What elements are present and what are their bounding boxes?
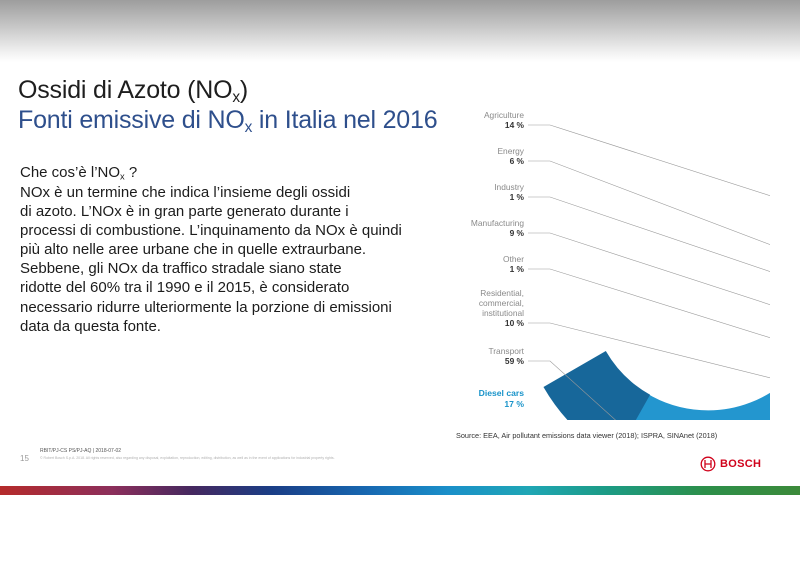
slide-subtitle: Fonti emissive di NOx in Italia nel 2016 — [18, 106, 438, 136]
label-name: institutional — [482, 308, 524, 318]
label-name: Transport — [488, 346, 524, 356]
label-name: Residential, — [480, 288, 524, 298]
leader-line — [528, 360, 616, 420]
source-note: Source: EEA, Air pollutant emissions dat… — [456, 431, 718, 440]
leader-line — [528, 232, 770, 305]
body-paragraph: NOx è un termine che indica l’insieme de… — [20, 184, 402, 335]
scan-top-shadow — [0, 0, 800, 62]
label-value: 14 % — [505, 120, 525, 130]
label-name: Energy — [497, 146, 524, 156]
label-value: 1 % — [510, 192, 525, 202]
legal-notice: © Robert Bosch S.p.A. 2018. All rights r… — [40, 456, 335, 460]
bosch-armature-icon — [700, 456, 716, 472]
leader-line — [528, 160, 770, 245]
leader-line — [528, 322, 770, 379]
leader-line — [528, 124, 770, 196]
label-name: Agriculture — [484, 110, 524, 120]
page-number: 15 — [20, 454, 29, 463]
label-name: Industry — [494, 182, 525, 192]
label-value: 10 % — [505, 318, 525, 328]
label-diesel-cars-value: 17 % — [504, 399, 524, 409]
document-code: RBIT/PJ-CS PS/PJ-AQ | 2018-07-02 — [40, 448, 122, 454]
label-name: commercial, — [479, 298, 524, 308]
label-name: Other — [503, 254, 524, 264]
bosch-logo: BOSCH — [700, 455, 761, 473]
bosch-color-strip — [0, 486, 800, 495]
intro-question: Che cos’è l’NOx ? — [20, 164, 138, 182]
label-name: Manufacturing — [471, 218, 524, 228]
leader-line — [528, 268, 770, 339]
brand-name: BOSCH — [720, 458, 762, 470]
leader-line — [528, 196, 770, 272]
label-value: 59 % — [505, 356, 525, 366]
slice-diesel-cars — [543, 351, 651, 420]
label-diesel-cars: Diesel cars — [479, 388, 525, 398]
slide-title: Ossidi di Azoto (NOx) — [18, 76, 249, 106]
label-value: 1 % — [510, 264, 525, 274]
label-value: 9 % — [510, 228, 525, 238]
label-value: 6 % — [510, 156, 525, 166]
